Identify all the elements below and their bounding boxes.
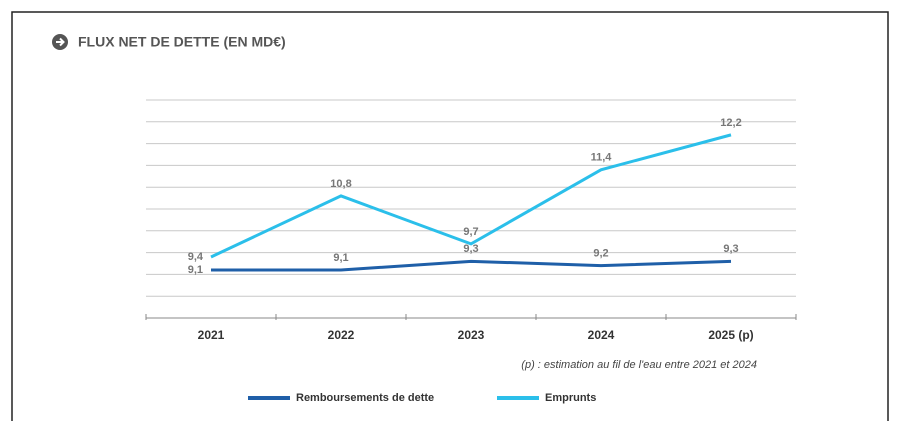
data-label: 9,3 xyxy=(723,243,738,255)
data-label: 11,4 xyxy=(591,152,613,164)
x-tick-label: 2022 xyxy=(328,328,355,342)
data-label: 9,2 xyxy=(593,248,608,260)
data-label: 12,2 xyxy=(720,117,741,129)
frame xyxy=(11,11,889,421)
series-line xyxy=(211,259,732,272)
x-tick-label: 2024 xyxy=(588,328,615,342)
data-label: 9,1 xyxy=(333,252,348,264)
data-label: 10,8 xyxy=(330,178,351,190)
note: (p) : estimation au fil de l'eau entre 2… xyxy=(521,359,757,371)
series-line xyxy=(210,133,732,259)
data-label: 9,7 xyxy=(463,226,478,238)
legend-label: Remboursements de dette xyxy=(296,392,434,404)
data-label: 9,4 xyxy=(188,251,204,263)
data-label: 9,1 xyxy=(188,264,203,276)
x-tick-label: 2025 (p) xyxy=(708,328,753,342)
legend-label: Emprunts xyxy=(545,392,596,404)
chart-title: FLUX NET DE DETTE (EN MD€) xyxy=(78,34,286,50)
title-icon-arrow xyxy=(56,37,65,47)
x-tick-label: 2023 xyxy=(458,328,485,342)
data-label: 9,3 xyxy=(463,243,478,255)
x-tick-label: 2021 xyxy=(198,328,225,342)
